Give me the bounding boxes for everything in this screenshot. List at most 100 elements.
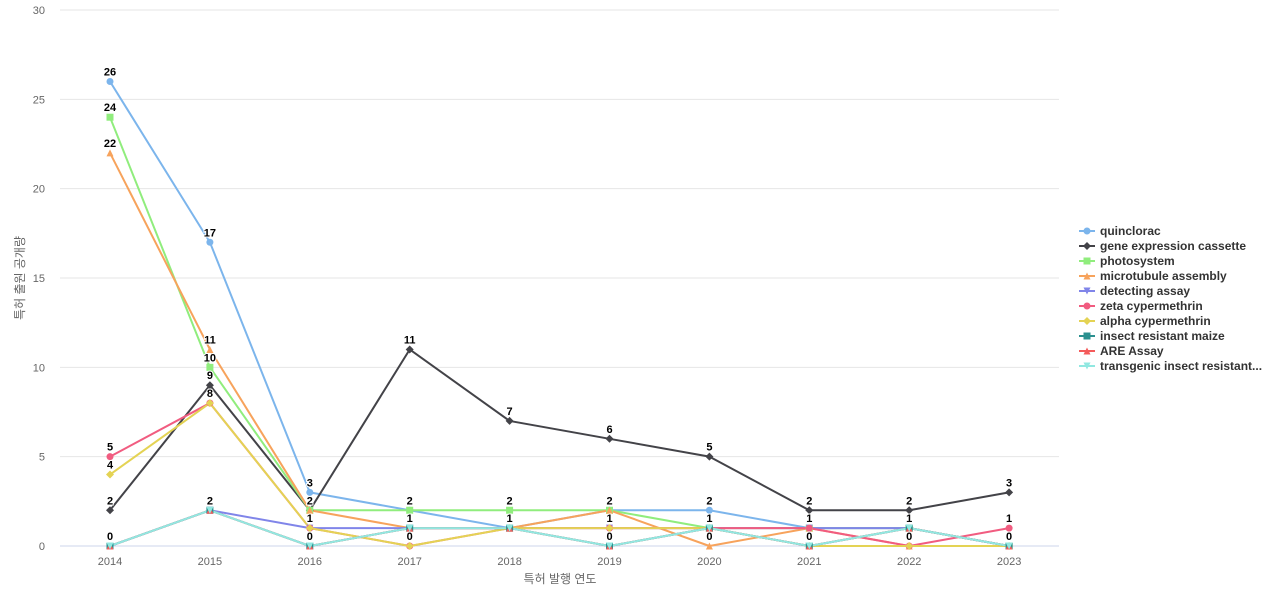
data-point [506,506,514,514]
data-label: 0 [1006,531,1012,543]
data-label: 2 [307,495,313,507]
x-tick-label: 2017 [397,556,421,568]
data-point [1083,302,1091,309]
data-point [606,542,613,550]
legend-item[interactable]: photosystem [1078,253,1262,268]
data-point [206,238,214,246]
data-point [106,506,114,515]
data-point [705,524,713,532]
data-label: 1 [307,513,313,525]
data-label: 2 [606,495,612,507]
legend-item[interactable]: alpha cypermethrin [1078,313,1262,328]
legend-symbol [1079,241,1095,250]
legend-item[interactable]: gene expression cassette [1078,238,1262,253]
legend-label: ARE Assay [1100,343,1164,358]
data-label: 8 [207,388,213,400]
data-point [705,542,713,550]
data-point [306,488,314,496]
data-point [1083,362,1091,369]
data-point [605,434,614,443]
data-label: 0 [307,531,313,543]
series-marker-group [106,77,1013,550]
legend-symbol [1079,257,1095,264]
y-tick-label: 0 [39,541,45,553]
data-label: 2 [507,495,513,507]
data-point [1083,287,1091,294]
x-axis-ticks: 2014 2015 2016 2017 2018 2019 2020 2021 2022 2023 [98,556,1022,568]
legend-label: microtubule assembly [1100,268,1227,283]
series-lines [109,80,1011,547]
data-point [905,542,914,550]
data-point [306,506,314,514]
series-line [109,151,1011,547]
data-label: 3 [1006,477,1012,489]
series-line [109,80,1011,547]
legend-item[interactable]: ARE Assay [1078,343,1262,358]
data-label: 2 [207,495,213,507]
data-point [705,506,713,514]
legend-item[interactable]: microtubule assembly [1078,268,1262,283]
data-point [305,524,314,533]
data-point [606,506,613,514]
legend-item[interactable]: quinclorac [1078,223,1262,238]
legend-label: insect resistant maize [1100,328,1225,343]
data-point [106,453,114,461]
data-point [106,113,114,121]
legend-item[interactable]: transgenic insect resistant... [1078,358,1262,373]
data-label: 1 [407,513,413,525]
data-point [106,542,114,550]
data-label: 3 [307,477,313,489]
data-label: 24 [104,102,117,114]
series-markers [106,77,1014,550]
series-line [109,348,1011,512]
x-tick-label: 2020 [697,556,721,568]
data-label: 10 [204,352,216,364]
data-label: 0 [107,531,113,543]
data-point [405,542,414,550]
legend-item[interactable]: zeta cypermethrin [1078,298,1262,313]
data-label: 6 [606,424,612,436]
data-point [106,77,114,85]
data-point [1005,542,1013,550]
data-label: 7 [507,406,513,418]
x-tick-label: 2015 [198,556,222,568]
data-label: 0 [606,531,612,543]
legend-label: detecting assay [1100,283,1191,298]
data-point [406,506,414,514]
series-line [109,402,1011,547]
data-point [1005,524,1013,532]
data-label: 9 [207,370,213,382]
x-tick-label: 2022 [897,556,921,568]
data-point [1005,488,1014,497]
data-label: 0 [706,531,712,543]
y-axis-title: 특허 출원 공개량 [13,236,27,320]
data-label: 11 [404,334,416,346]
legend-symbol [1079,332,1095,339]
y-tick-label: 30 [33,5,45,17]
legend-item[interactable]: detecting assay [1078,283,1262,298]
data-point [705,452,714,461]
data-point [406,524,414,532]
data-label: 0 [806,531,812,543]
legend-symbol [1079,287,1095,294]
data-label: 17 [204,227,216,239]
legend-symbol [1079,362,1095,369]
data-point [106,470,114,479]
y-tick-label: 15 [33,273,45,285]
data-label: 2 [107,495,113,507]
x-tick-label: 2023 [997,556,1021,568]
legend-item[interactable]: insect resistant maize [1078,328,1262,343]
data-point [805,542,813,550]
data-label: 1 [606,513,612,525]
data-point [1083,316,1091,325]
x-axis-title: 특허 발행 연도 [524,571,597,586]
data-label: 1 [906,513,912,525]
x-tick-label: 2021 [797,556,821,568]
data-label: 2 [806,495,812,507]
legend-symbol [1079,302,1095,309]
data-point [205,399,214,408]
data-label: 22 [104,138,116,150]
data-label: 1 [706,513,712,525]
data-label: 5 [706,442,712,454]
y-tick-label: 20 [33,184,45,196]
